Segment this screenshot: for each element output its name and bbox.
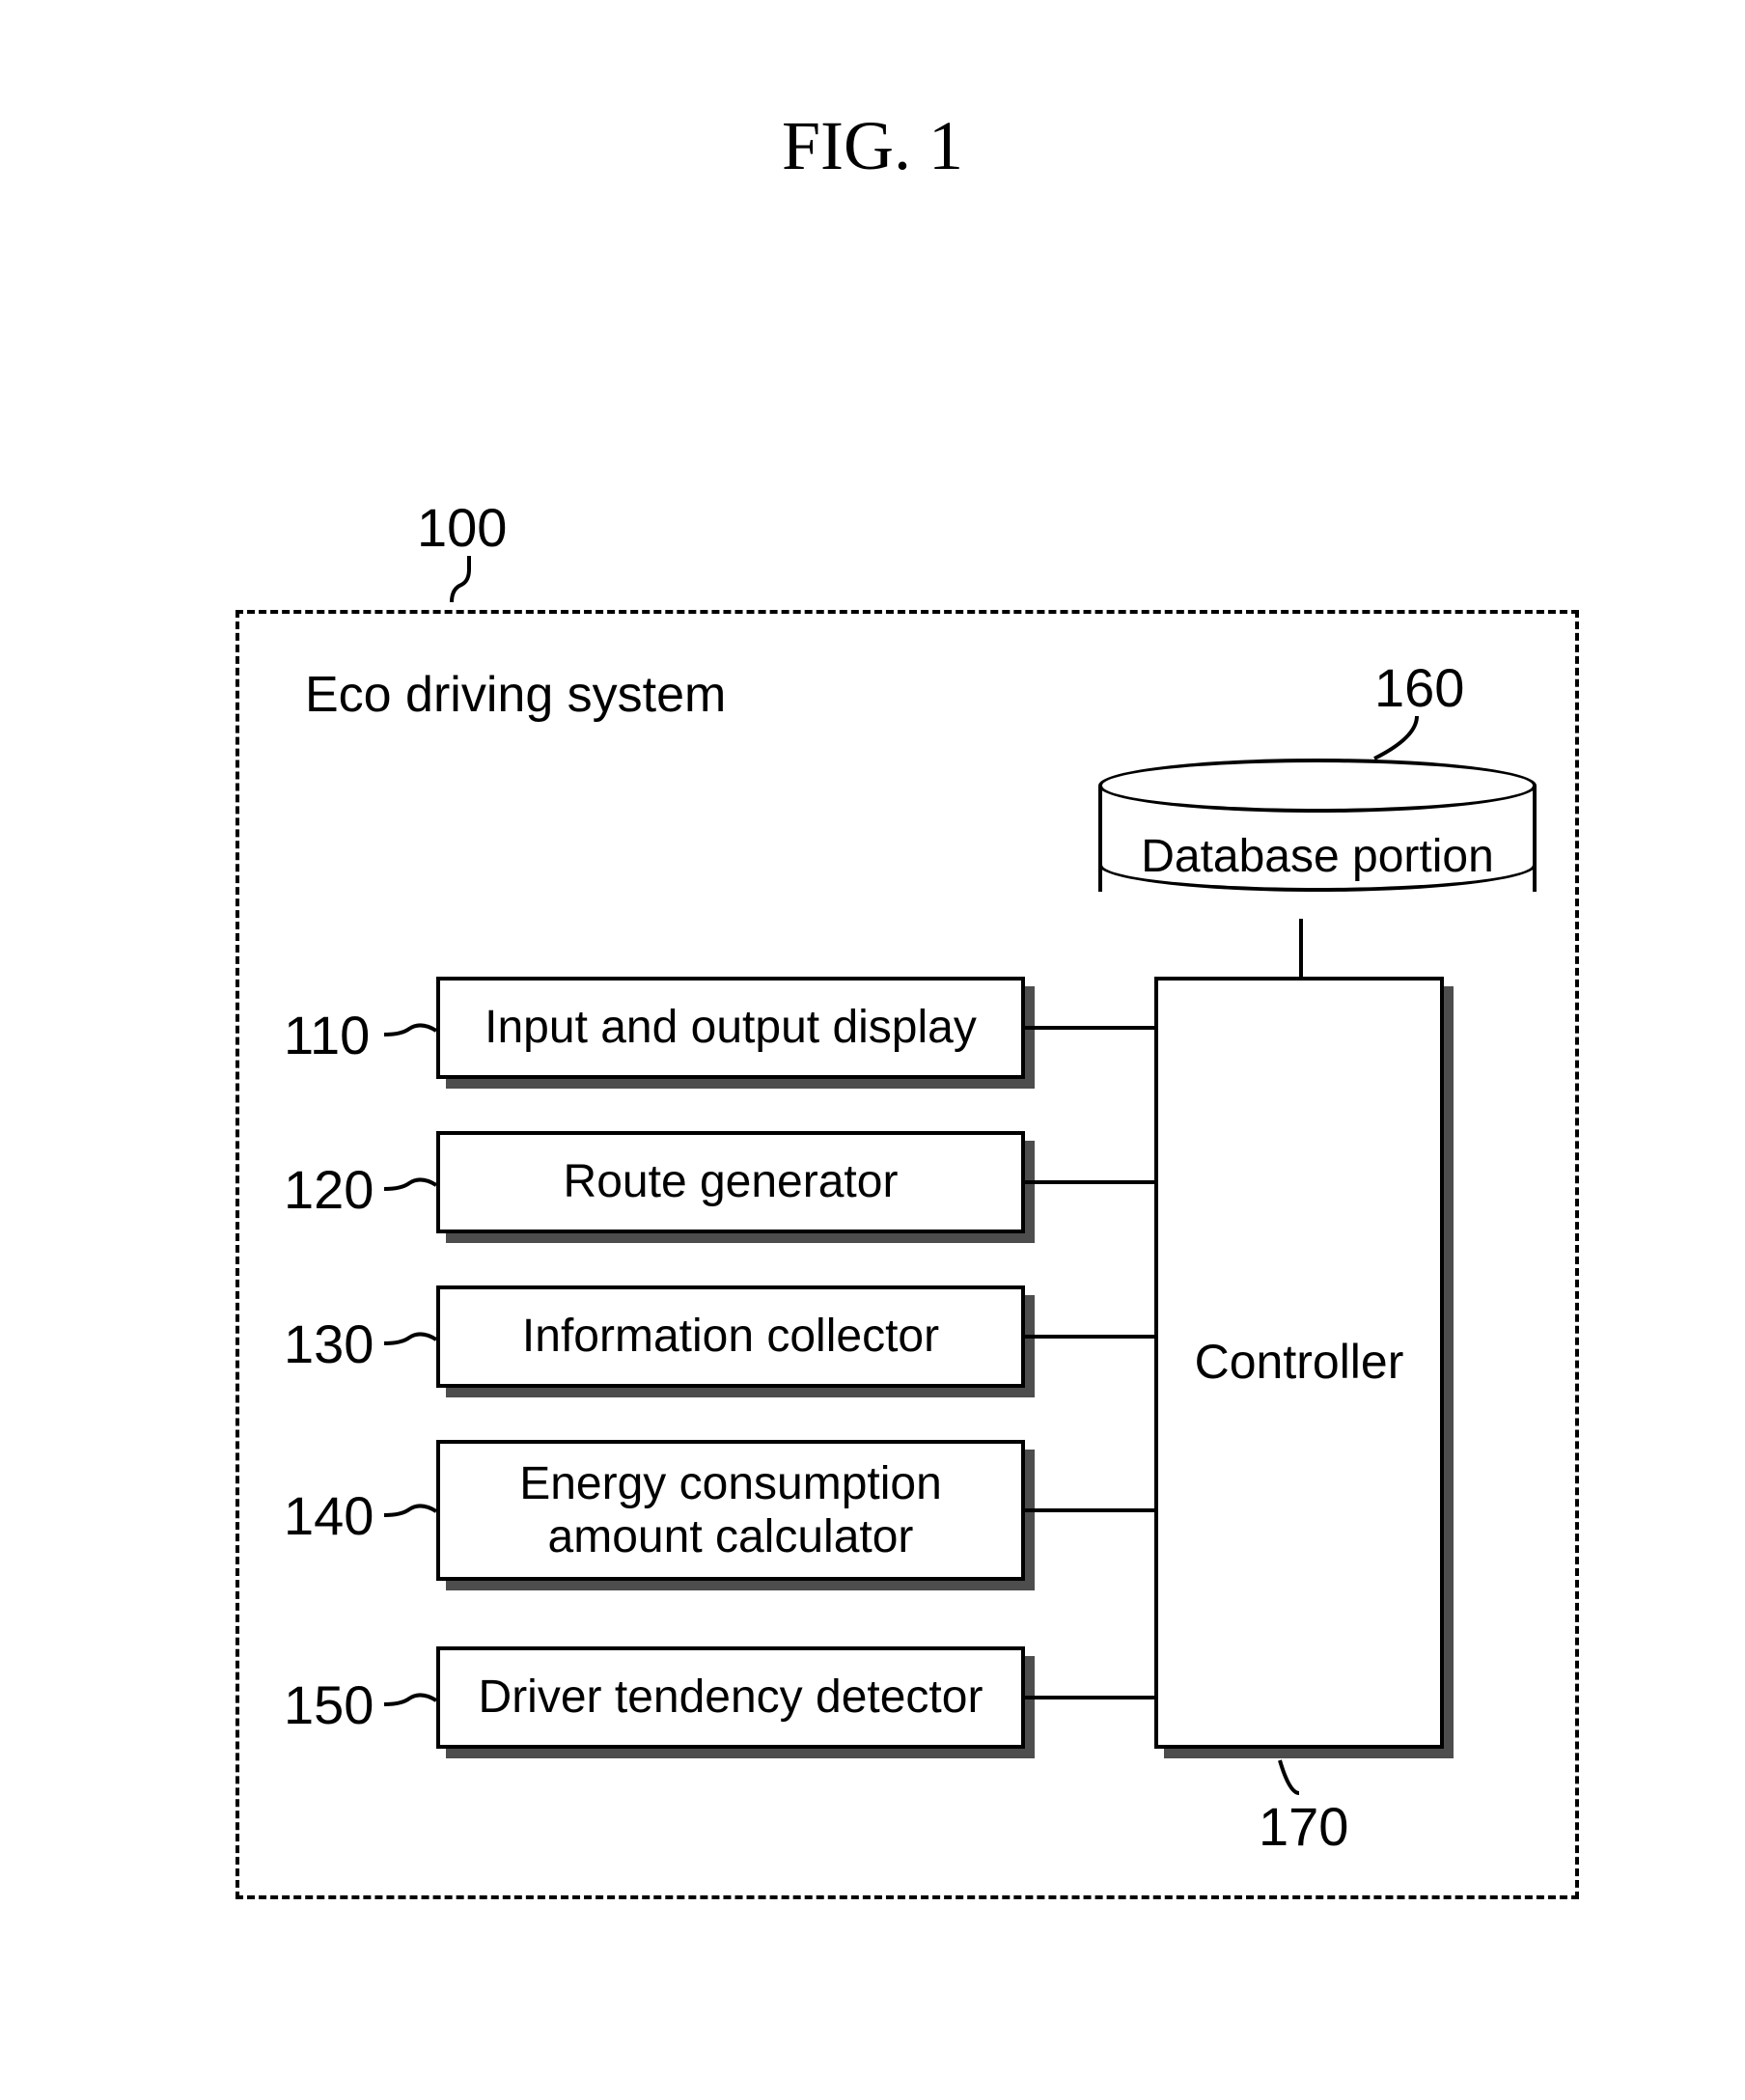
energy-calc-label: Energy consumption amount calculator: [519, 1457, 942, 1563]
driver-tend-box: Driver tendency detector: [436, 1646, 1025, 1749]
system-title: Eco driving system: [305, 666, 726, 724]
io-display-box: Input and output display: [436, 977, 1025, 1079]
refnum-170: 170: [1259, 1795, 1348, 1858]
database-cylinder: Database portion: [1098, 759, 1537, 919]
refnum-170-leader: [1276, 1756, 1303, 1797]
conn-comp-0-controller: [1025, 1026, 1154, 1030]
route-gen-label: Route generator: [564, 1155, 899, 1208]
refnum-100-tick: [440, 556, 498, 614]
conn-db-controller: [1299, 919, 1303, 977]
refnum-130: 130: [284, 1312, 374, 1375]
driver-tend-label: Driver tendency detector: [479, 1671, 983, 1724]
figure-title: FIG. 1: [0, 106, 1745, 186]
info-coll-box: Information collector: [436, 1285, 1025, 1388]
refnum-120-tick: [384, 1174, 438, 1212]
energy-calc-box: Energy consumption amount calculator: [436, 1440, 1025, 1581]
refnum-160: 160: [1374, 656, 1464, 719]
refnum-110-tick: [384, 1019, 438, 1058]
controller-label: Controller: [1195, 1335, 1404, 1391]
database-label: Database portion: [1098, 830, 1537, 883]
refnum-110: 110: [284, 1004, 370, 1066]
page: FIG. 1 100 Eco driving system 160 Databa…: [0, 0, 1745, 2100]
conn-comp-2-controller: [1025, 1335, 1154, 1339]
refnum-130-tick: [384, 1328, 438, 1367]
refnum-150: 150: [284, 1673, 374, 1736]
info-coll-label: Information collector: [522, 1310, 939, 1363]
refnum-150-tick: [384, 1689, 438, 1727]
refnum-120: 120: [284, 1158, 374, 1221]
conn-comp-4-controller: [1025, 1696, 1154, 1699]
refnum-100: 100: [417, 496, 507, 559]
conn-comp-1-controller: [1025, 1180, 1154, 1184]
route-gen-box: Route generator: [436, 1131, 1025, 1233]
refnum-140-tick: [384, 1500, 438, 1538]
io-display-label: Input and output display: [485, 1001, 977, 1054]
refnum-140: 140: [284, 1484, 374, 1547]
conn-comp-3-controller: [1025, 1508, 1154, 1512]
controller-box: Controller: [1154, 977, 1444, 1749]
